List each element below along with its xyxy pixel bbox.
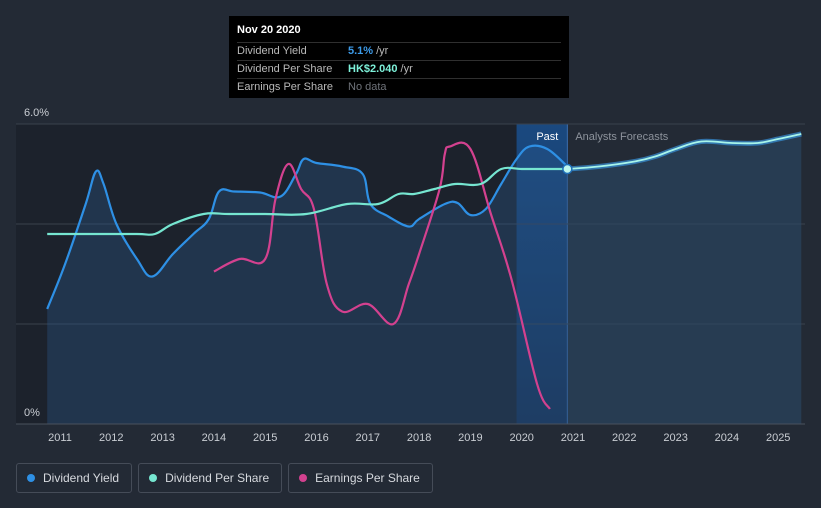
dividend-chart: 6.0% 0% 2011 2012 2013 2014 2015 2016 2017 2018 20… — [16, 107, 805, 444]
tooltip-row-earnings-per-share: Earnings Per Share No data — [237, 78, 561, 96]
tooltip-value: 5.1% — [348, 45, 374, 57]
x-tick-label: 2020 — [509, 432, 533, 444]
y-tick-label: 0% — [24, 407, 40, 419]
tooltip-date: Nov 20 2020 — [237, 24, 301, 36]
tooltip-row-dividend-per-share: Dividend Per Share HK$2.040 /yr — [237, 60, 561, 78]
tooltip-value: No data — [348, 81, 387, 93]
tooltip-label: Dividend Per Share — [237, 63, 333, 75]
tooltip: Nov 20 2020 Dividend Yield 5.1% /yr Divi… — [229, 16, 569, 98]
x-tick-label: 2014 — [202, 432, 226, 444]
dividend-yield-area — [47, 145, 568, 424]
dividend-per-share-forecast-area — [567, 134, 802, 424]
legend-earnings-per-share[interactable]: Earnings Per Share — [288, 463, 433, 493]
legend-label: Dividend Yield — [43, 471, 120, 485]
y-tick-label: 6.0% — [24, 107, 49, 119]
past-label: Past — [536, 131, 558, 143]
x-tick-label: 2023 — [663, 432, 687, 444]
dividend-per-share-line — [47, 166, 568, 236]
x-tick-label: 2016 — [304, 432, 328, 444]
x-tick-label: 2018 — [407, 432, 431, 444]
tooltip-unit: /yr — [400, 63, 413, 75]
legend-dividend-yield[interactable]: Dividend Yield — [16, 463, 133, 493]
legend-label: Earnings Per Share — [315, 471, 420, 485]
dot-icon — [27, 474, 35, 482]
earnings-per-share-line — [213, 141, 551, 410]
x-tick-label: 2022 — [612, 432, 636, 444]
legend-label: Dividend Per Share — [165, 471, 270, 485]
dot-icon — [299, 474, 308, 482]
x-tick-label: 2015 — [253, 432, 277, 444]
tooltip-label: Earnings Per Share — [237, 81, 333, 93]
legend: Dividend Yield Dividend Per Share Earnin… — [16, 463, 433, 493]
forecast-label: Analysts Forecasts — [575, 131, 668, 143]
forecast-highlight — [516, 124, 568, 424]
x-tick-label: 2021 — [561, 432, 585, 444]
x-tick-label: 2011 — [48, 432, 72, 444]
tooltip-value: HK$2.040 — [348, 63, 398, 75]
legend-dividend-per-share[interactable]: Dividend Per Share — [138, 463, 283, 493]
dot-icon — [149, 474, 158, 482]
x-tick-label: 2025 — [766, 432, 790, 444]
tooltip-row-dividend-yield: Dividend Yield 5.1% /yr — [237, 42, 561, 60]
tooltip-unit: /yr — [376, 45, 389, 57]
x-tick-label: 2019 — [458, 432, 482, 444]
past-region — [16, 124, 568, 424]
x-tick-label: 2017 — [356, 432, 380, 444]
x-tick-label: 2012 — [99, 432, 123, 444]
tooltip-label: Dividend Yield — [237, 45, 307, 57]
dividend-yield-line — [46, 144, 569, 310]
x-tick-label: 2024 — [715, 432, 739, 444]
dividend-per-share-forecast-line — [567, 133, 802, 170]
x-tick-label: 2013 — [150, 432, 174, 444]
hover-point-marker — [562, 163, 573, 175]
